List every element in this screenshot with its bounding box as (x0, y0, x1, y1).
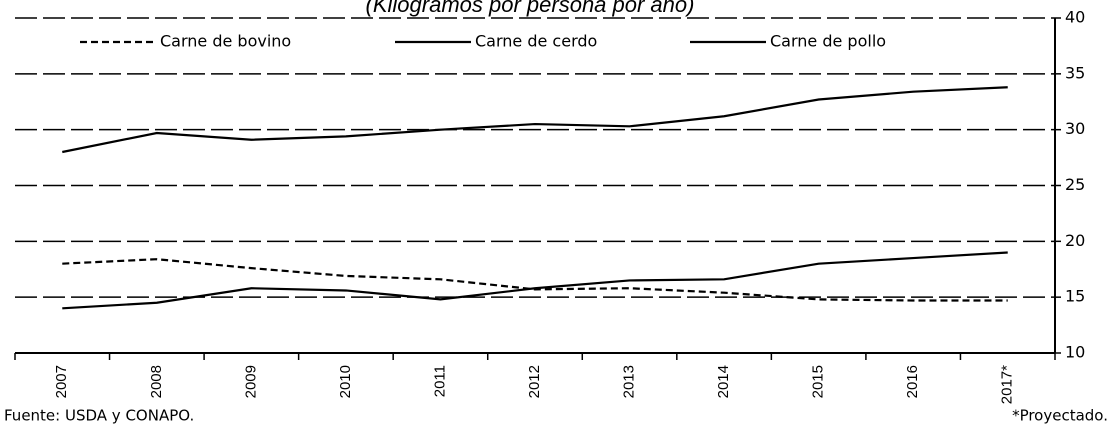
x-tick-label: 2013 (621, 365, 638, 398)
x-tick-label: 2016 (904, 365, 921, 398)
legend-bg (76, 32, 366, 52)
source-note: Fuente: USDA y CONAPO. (4, 407, 194, 425)
y-tick-label: 25 (1065, 175, 1085, 194)
x-tick-label: 2008 (148, 365, 165, 398)
series-line (62, 86, 1008, 154)
x-tick-label: 2011 (431, 365, 448, 397)
y-tick-label: 35 (1065, 63, 1085, 82)
y-tick-label: 15 (1065, 287, 1085, 306)
series-line (62, 258, 1008, 302)
legend-bg (686, 32, 976, 52)
x-tick-label: 2010 (337, 365, 354, 398)
y-tick-label: 30 (1065, 119, 1085, 138)
x-tick-label: 2015 (810, 365, 827, 398)
x-tick-label: 2014 (715, 365, 732, 398)
series-line (62, 251, 1008, 310)
chart-title: (Kilogramos por persona por año) (366, 0, 695, 17)
y-tick-label: 10 (1065, 343, 1085, 362)
legend-label: Carne de cerdo (475, 32, 597, 51)
x-tick-label: 2009 (242, 365, 259, 398)
x-tick-label: 2017* (999, 365, 1016, 404)
x-tick-label: 2007 (53, 365, 70, 398)
footnote: *Proyectado. (1012, 407, 1108, 425)
legend-bg (391, 32, 681, 52)
legend-label: Carne de pollo (770, 32, 886, 51)
y-tick-label: 40 (1065, 8, 1085, 27)
y-tick-label: 20 (1065, 231, 1085, 250)
x-tick-label: 2012 (526, 365, 543, 398)
legend-label: Carne de bovino (160, 32, 291, 51)
